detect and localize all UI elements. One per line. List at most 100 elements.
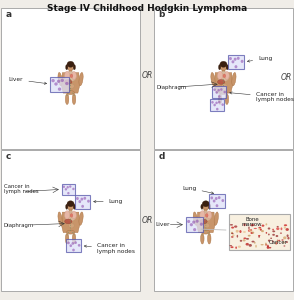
Text: Cancer in
lymph nodes: Cancer in lymph nodes [84,243,135,254]
Ellipse shape [254,228,257,229]
Ellipse shape [65,233,69,244]
Ellipse shape [270,238,272,239]
Ellipse shape [243,224,246,226]
Ellipse shape [272,240,273,242]
Ellipse shape [217,89,220,92]
Ellipse shape [208,204,211,209]
Ellipse shape [230,224,233,226]
Ellipse shape [63,185,65,188]
Ellipse shape [272,234,275,236]
Ellipse shape [83,197,86,200]
Bar [69,208,72,212]
Ellipse shape [223,88,224,89]
Ellipse shape [216,204,218,207]
Ellipse shape [285,228,289,231]
Text: Cancer: Cancer [269,240,288,245]
Ellipse shape [222,84,227,88]
Ellipse shape [65,94,69,104]
Ellipse shape [67,201,74,207]
Ellipse shape [72,188,75,190]
Ellipse shape [281,239,284,241]
Ellipse shape [258,227,261,228]
Ellipse shape [218,94,222,104]
Ellipse shape [285,241,288,243]
Ellipse shape [258,236,260,238]
Ellipse shape [196,220,199,223]
Ellipse shape [226,65,228,70]
Ellipse shape [65,82,69,85]
Ellipse shape [238,246,241,248]
Ellipse shape [280,232,282,234]
Ellipse shape [72,94,76,104]
Ellipse shape [192,220,195,224]
Ellipse shape [200,219,207,224]
Ellipse shape [243,231,246,233]
Ellipse shape [251,224,255,226]
Ellipse shape [69,84,74,88]
Ellipse shape [67,63,74,70]
Ellipse shape [220,61,227,67]
Ellipse shape [248,226,250,229]
Ellipse shape [268,233,270,236]
Ellipse shape [277,240,278,243]
Ellipse shape [269,247,271,248]
Text: Liver: Liver [155,222,170,227]
Ellipse shape [200,223,203,226]
Ellipse shape [280,227,282,230]
Ellipse shape [220,91,227,94]
Ellipse shape [277,240,279,242]
Ellipse shape [215,101,218,104]
Text: OR: OR [141,70,153,80]
Ellipse shape [237,57,240,60]
Ellipse shape [229,57,232,60]
Text: OR: OR [141,216,153,225]
Ellipse shape [231,232,233,234]
Ellipse shape [260,244,264,245]
Ellipse shape [229,245,232,246]
Ellipse shape [223,81,224,82]
Ellipse shape [268,239,270,242]
Ellipse shape [284,224,287,226]
Bar [154,150,293,291]
Ellipse shape [255,245,257,248]
Ellipse shape [248,235,251,237]
Ellipse shape [218,101,220,104]
Ellipse shape [51,79,55,82]
Ellipse shape [54,82,58,86]
Ellipse shape [277,226,279,227]
Ellipse shape [250,229,252,231]
Ellipse shape [70,83,71,84]
Ellipse shape [70,214,73,217]
Text: d: d [158,152,165,161]
Text: Cancer in
lymph nodes: Cancer in lymph nodes [230,92,294,102]
Text: Bone
marrow: Bone marrow [242,217,263,227]
Ellipse shape [68,232,69,233]
Ellipse shape [265,223,267,225]
Ellipse shape [208,233,211,244]
Ellipse shape [69,223,74,228]
Ellipse shape [231,233,234,234]
Ellipse shape [245,243,249,246]
Ellipse shape [266,232,267,234]
Ellipse shape [218,196,220,199]
Ellipse shape [72,233,76,244]
Ellipse shape [187,220,190,223]
Text: c: c [5,152,11,161]
Bar [1,150,140,291]
Ellipse shape [58,88,61,91]
Ellipse shape [218,95,220,98]
Ellipse shape [65,80,72,84]
Ellipse shape [243,239,246,242]
Text: OR: OR [280,74,292,82]
Ellipse shape [223,85,224,86]
Ellipse shape [81,198,83,201]
Ellipse shape [216,91,218,94]
Ellipse shape [248,244,252,247]
Ellipse shape [258,228,261,230]
Ellipse shape [225,71,229,80]
Bar [222,68,225,72]
Ellipse shape [70,81,71,82]
Ellipse shape [213,88,216,91]
Text: Liver: Liver [9,77,47,84]
Polygon shape [61,212,80,232]
